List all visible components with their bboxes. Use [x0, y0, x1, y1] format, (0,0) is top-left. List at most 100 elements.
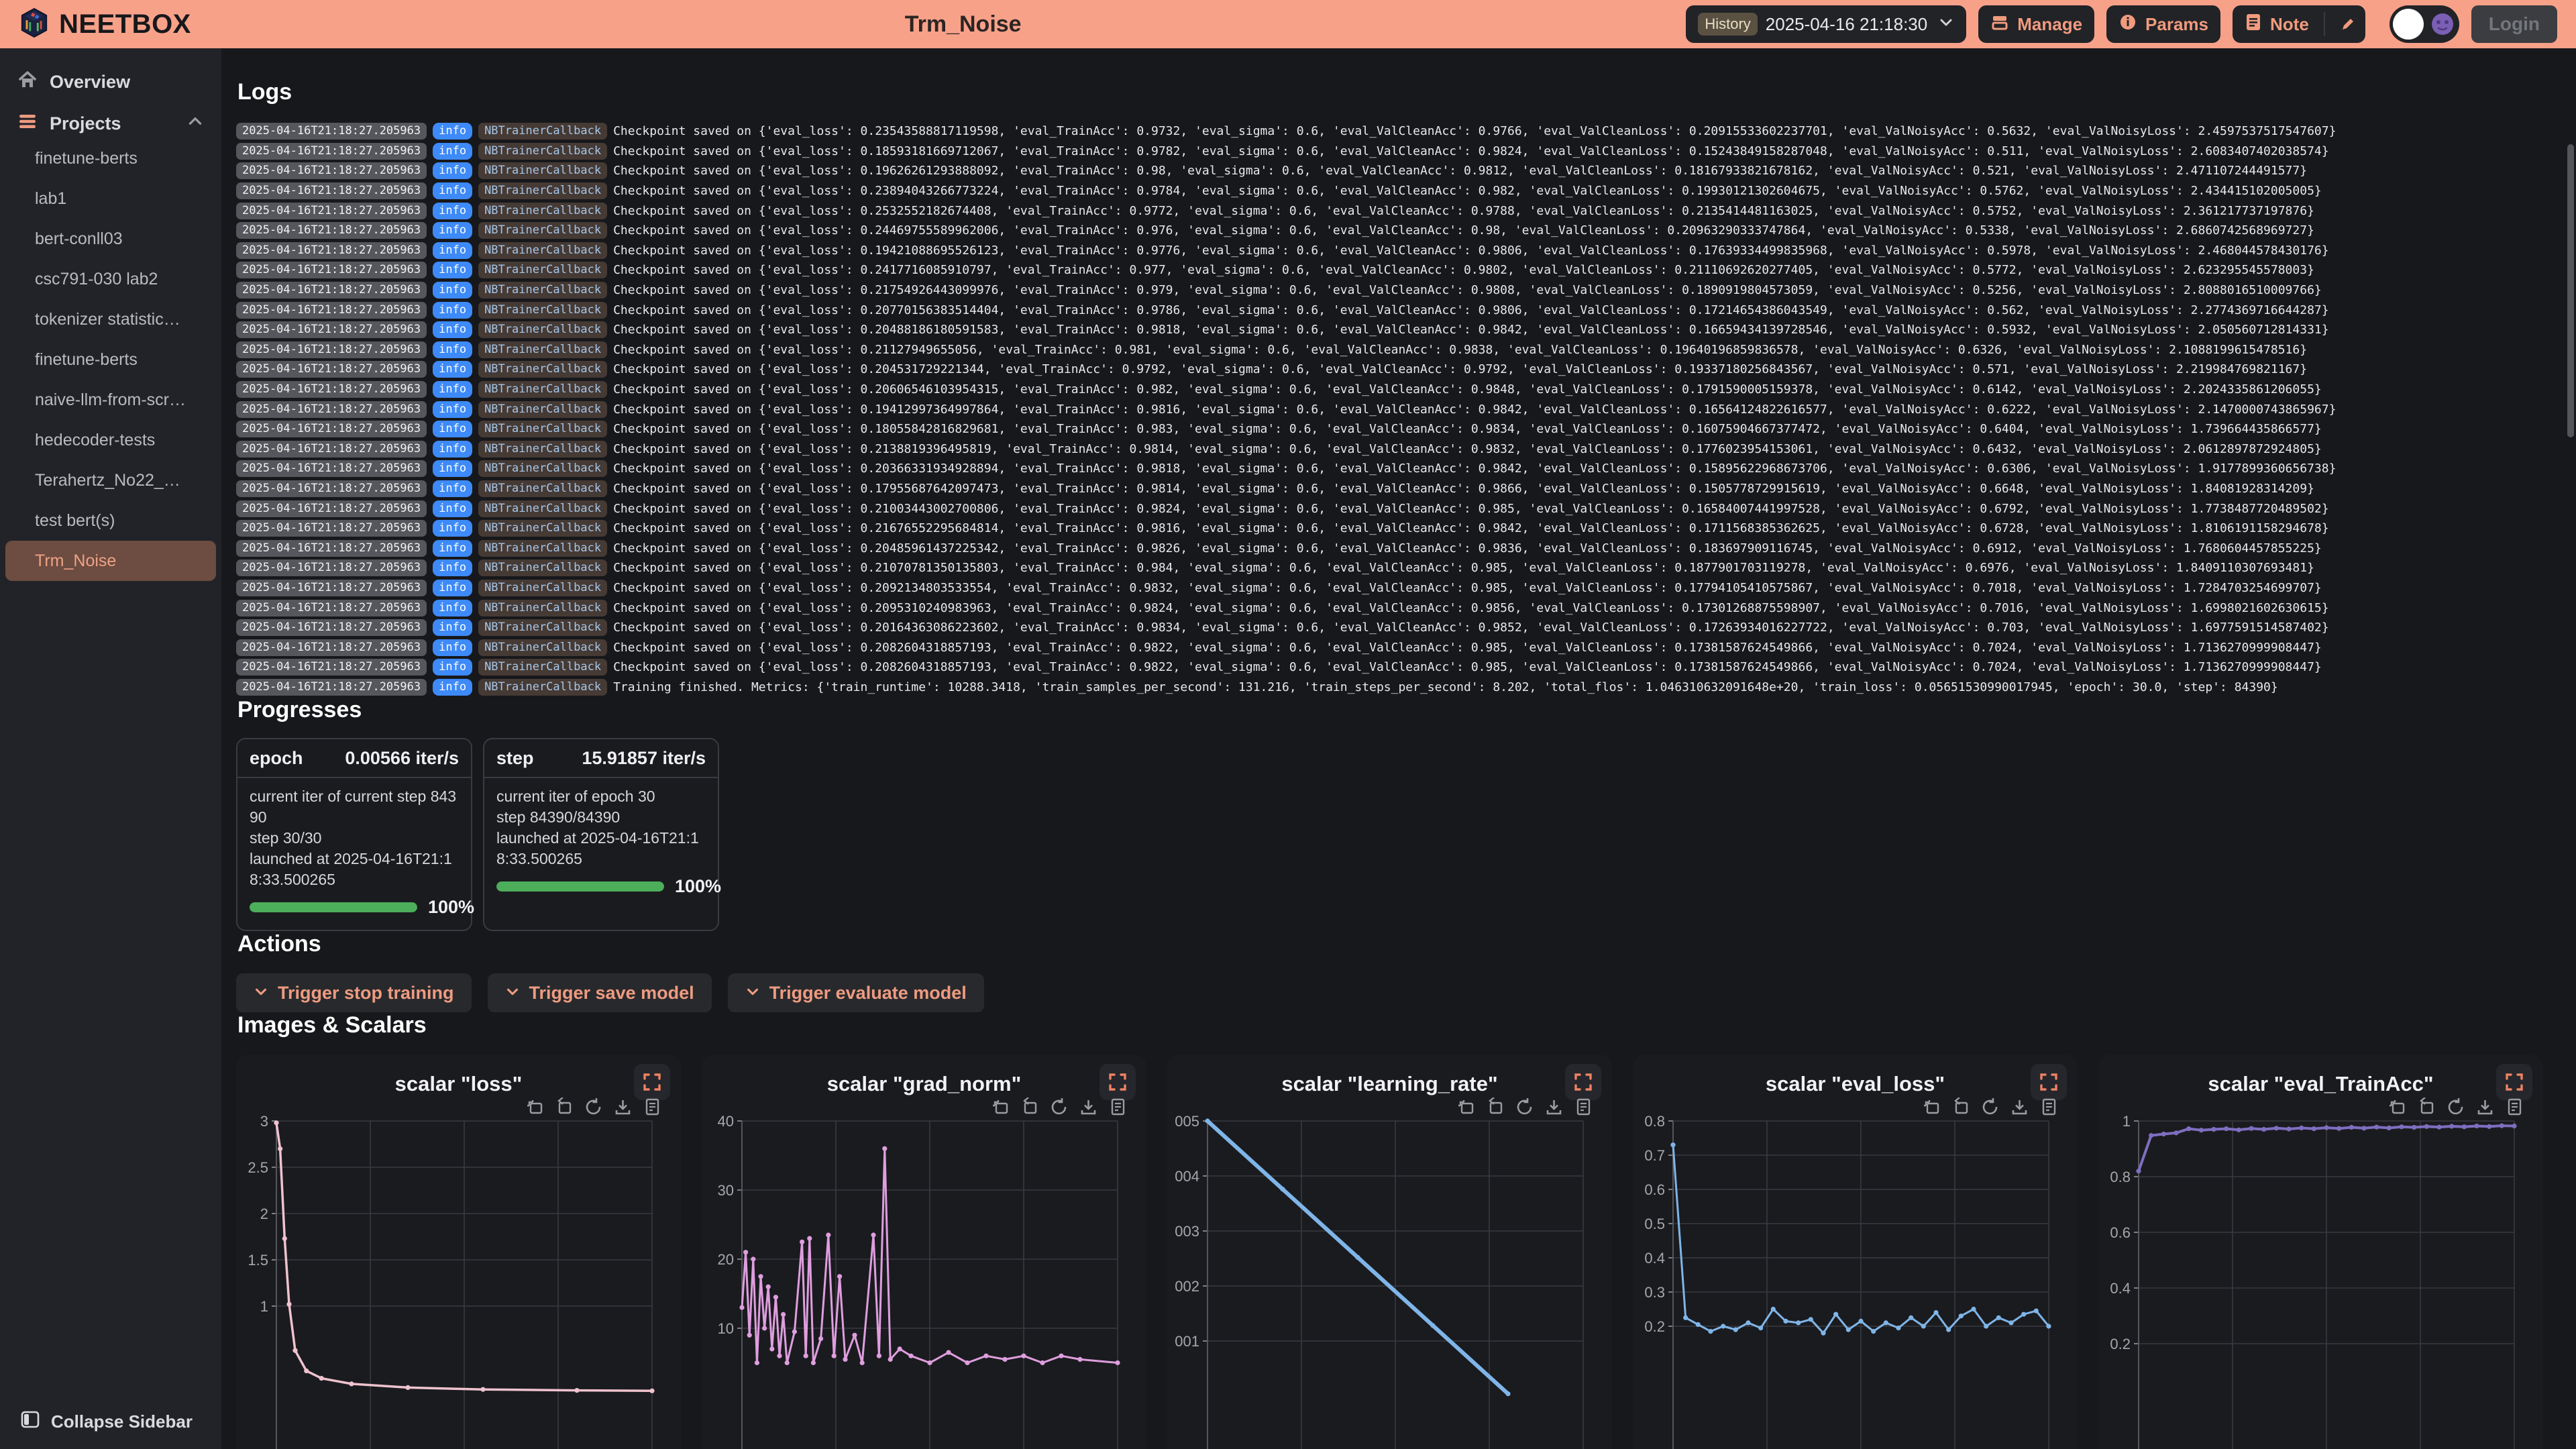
zoom-select-icon[interactable] [1456, 1097, 1475, 1117]
progress-detail: launched at 2025-04-16T21:18:33.500265 [496, 829, 699, 868]
svg-text:40: 40 [718, 1114, 734, 1130]
log-timestamp-badge: 2025-04-16T21:18:27.205963 [236, 460, 427, 478]
sidebar-item-finetune-berts[interactable]: finetune-berts [35, 149, 138, 168]
action-trigger-save-model[interactable]: Trigger save model [487, 973, 712, 1013]
log-timestamp-badge: 2025-04-16T21:18:27.205963 [236, 202, 427, 219]
log-source-badge: NBTrainerCallback [478, 460, 608, 478]
download-icon[interactable] [613, 1097, 633, 1117]
svg-text:002: 002 [1175, 1278, 1199, 1295]
expand-icon [2040, 1073, 2057, 1091]
edit-pen-icon[interactable] [2336, 16, 2365, 32]
data-file-icon[interactable] [643, 1097, 662, 1117]
sidebar-item-test-bert-s[interactable]: test bert(s) [35, 511, 115, 530]
chart-toolbar [525, 1097, 662, 1117]
note-button-group: Note [2233, 5, 2365, 43]
sidebar-item-overview[interactable]: Overview [0, 67, 221, 97]
chart-plot-eval-trainacc[interactable]: 1 0.8 0.6 0.4 0.2 [2100, 1114, 2542, 1449]
chart-plot-grad-norm[interactable]: 40 30 20 10 [703, 1114, 1146, 1449]
sidebar-item-hedecoder-tests[interactable]: hedecoder-tests [35, 431, 156, 449]
download-icon[interactable] [1544, 1097, 1564, 1117]
expand-chart-button[interactable] [2031, 1064, 2067, 1101]
zoom-select-icon[interactable] [2387, 1097, 2406, 1117]
brand[interactable]: NEETBOX [19, 7, 240, 42]
undo-zoom-icon[interactable] [2416, 1097, 2436, 1117]
history-chip: History [1698, 13, 1758, 36]
download-icon[interactable] [1079, 1097, 1098, 1117]
scrollbar[interactable] [2567, 144, 2574, 721]
params-button[interactable]: Params [2106, 5, 2221, 43]
chart-plot-eval-loss[interactable]: 0.8 0.7 0.6 0.5 0.4 0.3 0.2 [1634, 1114, 2077, 1449]
zoom-select-icon[interactable] [1921, 1097, 1941, 1117]
log-row: 2025-04-16T21:18:27.205963 info NBTraine… [236, 340, 2556, 360]
log-message: Checkpoint saved on {'eval_loss': 0.2417… [613, 263, 2314, 278]
log-timestamp-badge: 2025-04-16T21:18:27.205963 [236, 678, 427, 696]
scrollbar-thumb[interactable] [2567, 144, 2574, 437]
log-message: Checkpoint saved on {'eval_loss': 0.2092… [613, 580, 2322, 595]
expand-chart-button[interactable] [2496, 1064, 2532, 1101]
expand-chart-button[interactable] [634, 1064, 670, 1101]
expand-icon [643, 1073, 661, 1091]
log-source-badge: NBTrainerCallback [478, 520, 608, 537]
manage-icon [1990, 13, 2009, 36]
note-label[interactable]: Note [2270, 13, 2309, 34]
log-row: 2025-04-16T21:18:27.205963 info NBTraine… [236, 161, 2556, 181]
log-message: Checkpoint saved on {'eval_loss': 0.2138… [613, 441, 2322, 456]
svg-text:0.7: 0.7 [1644, 1147, 1665, 1164]
chart-title: scalar "grad_norm" [826, 1072, 1022, 1096]
refresh-icon[interactable] [584, 1097, 603, 1117]
chevron-up-icon[interactable] [186, 113, 204, 135]
manage-button[interactable]: Manage [1978, 5, 2095, 43]
refresh-icon[interactable] [1980, 1097, 2000, 1117]
log-message: Checkpoint saved on {'eval_loss': 0.2112… [613, 342, 2308, 357]
refresh-icon[interactable] [1049, 1097, 1069, 1117]
log-timestamp-badge: 2025-04-16T21:18:27.205963 [236, 241, 427, 259]
undo-zoom-icon[interactable] [1020, 1097, 1039, 1117]
undo-zoom-icon[interactable] [554, 1097, 574, 1117]
log-source-badge: NBTrainerCallback [478, 321, 608, 339]
sidebar-item-csc791-030-lab2[interactable]: csc791-030 lab2 [35, 270, 158, 288]
svg-text:0.6: 0.6 [1644, 1181, 1665, 1198]
data-file-icon[interactable] [1574, 1097, 1593, 1117]
download-icon[interactable] [2010, 1097, 2029, 1117]
sidebar-item-projects[interactable]: Projects [0, 109, 221, 138]
chart-plot-loss[interactable]: 3 2.5 2 1.5 1 [237, 1114, 680, 1449]
sidebar-item-terahertz-no22-gl261-gl[interactable]: Terahertz_No22_Gl261_gl... [35, 471, 216, 490]
action-label: Trigger evaluate model [769, 982, 967, 1003]
log-message: Checkpoint saved on {'eval_loss': 0.2175… [613, 283, 2322, 298]
sidebar-item-trm-noise[interactable]: Trm_Noise [5, 541, 216, 581]
expand-chart-button[interactable] [1099, 1064, 1136, 1101]
data-file-icon[interactable] [2505, 1097, 2524, 1117]
log-list[interactable]: 2025-04-16T21:18:27.205963 info NBTraine… [236, 121, 2556, 697]
refresh-icon[interactable] [1515, 1097, 1534, 1117]
action-trigger-evaluate-model[interactable]: Trigger evaluate model [727, 973, 984, 1013]
refresh-icon[interactable] [2446, 1097, 2465, 1117]
collapse-sidebar-button[interactable]: Collapse Sidebar [0, 1409, 213, 1434]
action-trigger-stop-training[interactable]: Trigger stop training [236, 973, 472, 1013]
progress-name: epoch [250, 747, 303, 768]
sidebar-item-lab1[interactable]: lab1 [35, 189, 67, 208]
undo-zoom-icon[interactable] [1485, 1097, 1505, 1117]
zoom-select-icon[interactable] [990, 1097, 1010, 1117]
undo-zoom-icon[interactable] [1951, 1097, 1970, 1117]
data-file-icon[interactable] [2039, 1097, 2059, 1117]
log-level-badge: info [433, 559, 473, 577]
data-file-icon[interactable] [1108, 1097, 1128, 1117]
sidebar-item-finetune-berts[interactable]: finetune-berts [35, 350, 138, 369]
sidebar-item-naive-llm-from-scratch[interactable]: naive-llm-from-scratch [35, 390, 201, 409]
zoom-select-icon[interactable] [525, 1097, 544, 1117]
chart-card-grad-norm: scalar "grad_norm" 40 30 20 10 [702, 1055, 1146, 1449]
download-icon[interactable] [2475, 1097, 2495, 1117]
progress-detail: current iter of current step 84390 [250, 788, 457, 826]
theme-toggle[interactable] [2389, 5, 2459, 43]
login-button[interactable]: Login [2471, 5, 2557, 43]
expand-chart-button[interactable] [1565, 1064, 1601, 1101]
log-level-badge: info [433, 361, 473, 378]
chart-plot-learning-rate[interactable]: 005 004 003 002 001 [1169, 1114, 1611, 1449]
log-level-badge: info [433, 282, 473, 299]
history-dropdown[interactable]: History 2025-04-16 21:18:30 [1686, 5, 1967, 43]
log-message: Checkpoint saved on {'eval_loss': 0.2036… [613, 462, 2337, 476]
log-source-badge: NBTrainerCallback [478, 500, 608, 517]
sidebar-item-bert-conll03[interactable]: bert-conll03 [35, 229, 123, 248]
sidebar-item-tokenizer-statistics-llama[interactable]: tokenizer statistics llama... [35, 310, 216, 329]
svg-text:3: 3 [260, 1114, 268, 1130]
